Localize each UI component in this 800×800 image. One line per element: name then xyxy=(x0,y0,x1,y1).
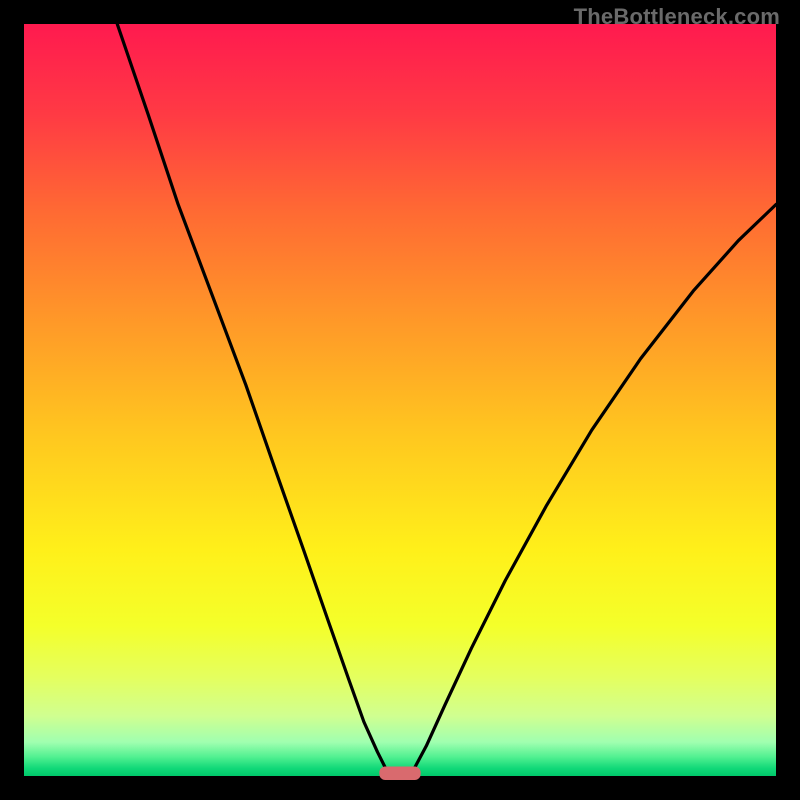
plot-background xyxy=(24,24,776,776)
watermark-text: TheBottleneck.com xyxy=(574,4,780,30)
chart-svg xyxy=(0,0,800,800)
bottleneck-marker xyxy=(379,766,420,780)
chart-root: TheBottleneck.com xyxy=(0,0,800,800)
